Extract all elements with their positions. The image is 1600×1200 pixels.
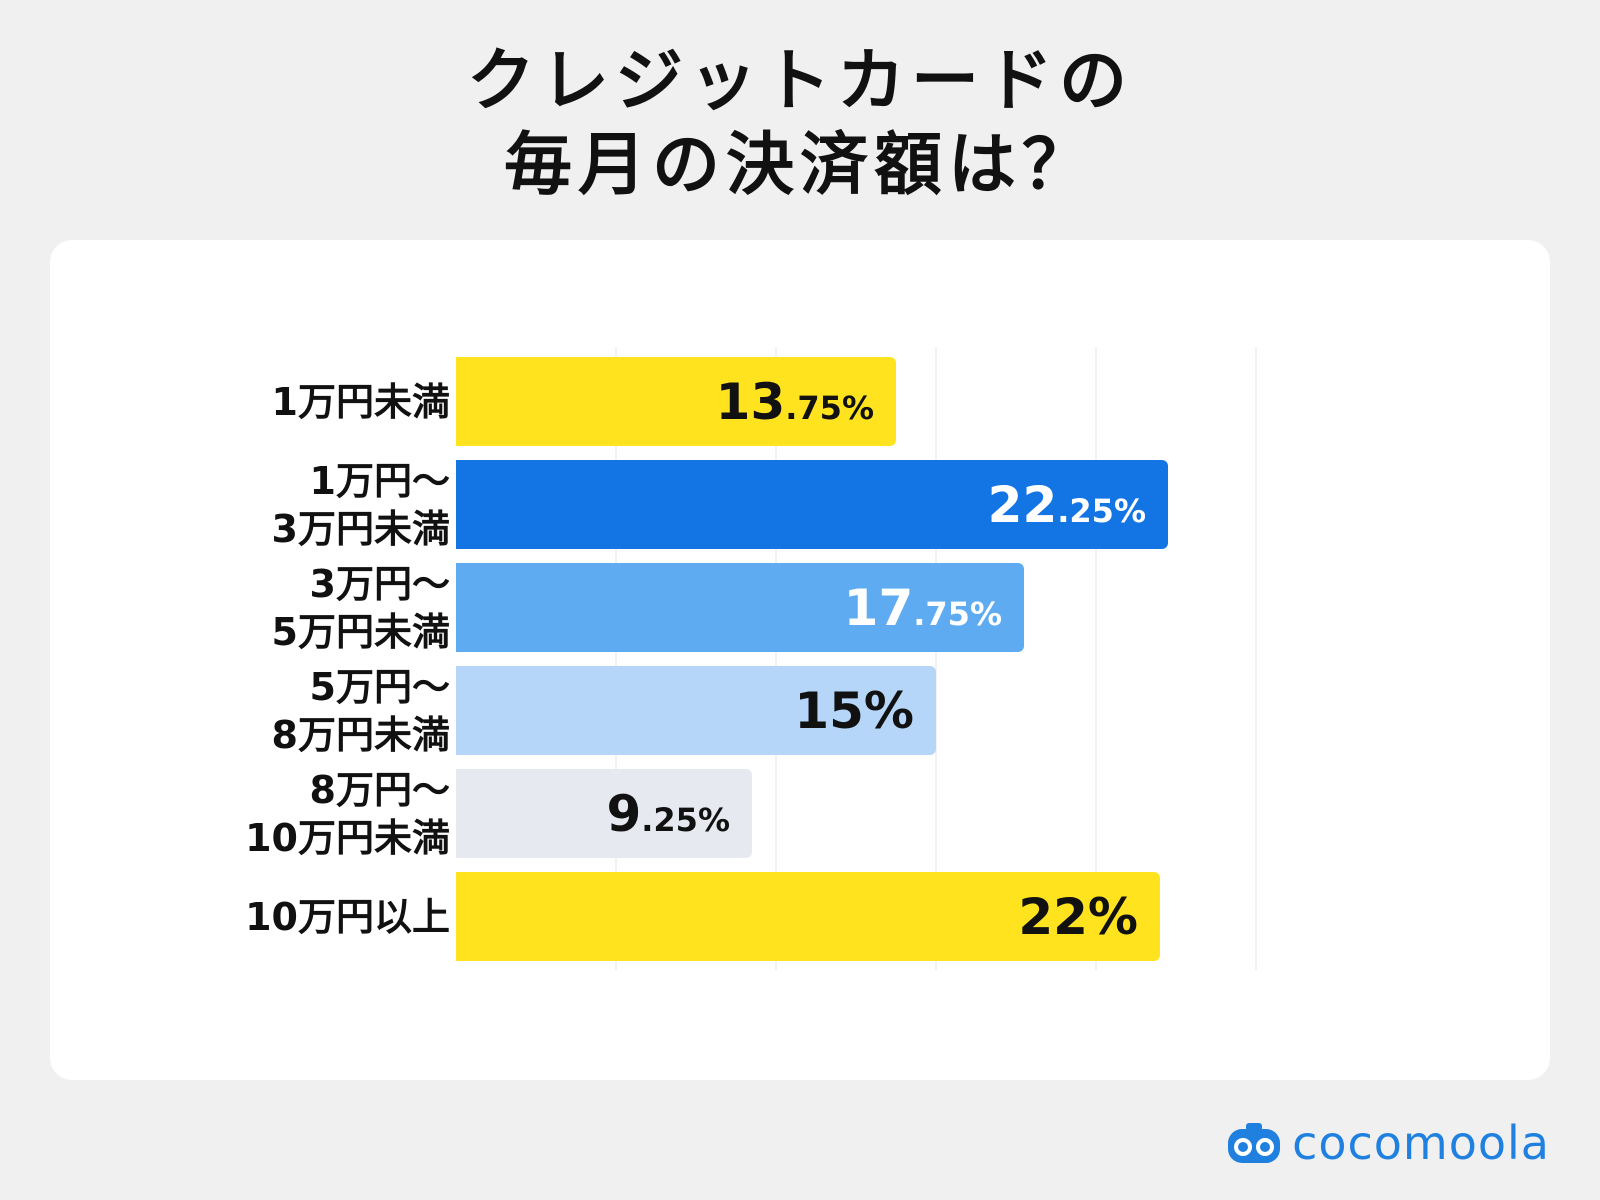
category-label-line: 5万円未満: [271, 609, 450, 654]
bar-value-integer: 22%: [1018, 888, 1138, 946]
cocomoola-logo-icon: [1228, 1123, 1281, 1163]
grid-line: [615, 347, 617, 970]
brand-logo: cocomoola: [1226, 1116, 1550, 1170]
bar: [456, 563, 1024, 652]
category-label-line: 8万円〜: [309, 767, 450, 812]
bar-value-decimal: .75%: [785, 389, 874, 427]
bar-value-decimal: .25%: [641, 801, 730, 839]
bar-value-label: 9.25%: [606, 789, 730, 839]
bar: [456, 872, 1160, 961]
category-label-line: 5万円〜: [309, 664, 450, 709]
category-label-line: 10万円未満: [245, 815, 450, 860]
bar-value-integer: 22: [987, 476, 1058, 534]
category-label-line: 3万円〜: [309, 561, 450, 606]
grid-line: [775, 347, 777, 970]
category-label-line: 1万円未満: [271, 379, 450, 424]
chart-card: 13.75% 1万円未満 22.25% 1万円〜 3万円未満 17.75% 3万円〜 5万円未…: [50, 240, 1550, 1080]
category-label: 1万円〜 3万円未満: [70, 457, 450, 553]
bar-value-integer: 9: [606, 785, 642, 843]
logo-text: cocomoola: [1292, 1116, 1550, 1170]
grid-line: [935, 347, 937, 970]
bar: [456, 357, 896, 446]
category-label: 8万円〜 10万円未満: [70, 766, 450, 862]
bar-value-integer: 15%: [794, 682, 914, 740]
bar-value-label: 22.25%: [988, 480, 1146, 530]
chart-title-line2: 毎月の決済額は？: [503, 126, 1096, 205]
category-label: 10万円以上: [70, 893, 450, 941]
bar-value-label: 15%: [794, 686, 914, 736]
bar: [456, 769, 752, 858]
category-label-line: 1万円〜: [309, 458, 450, 503]
category-label: 5万円〜 8万円未満: [70, 663, 450, 759]
grid-line: [1255, 347, 1257, 970]
category-label-line: 3万円未満: [271, 506, 450, 551]
category-label: 1万円未満: [70, 378, 450, 426]
bar: [456, 460, 1168, 549]
bar-value-label: 22%: [1018, 892, 1138, 942]
bar-value-integer: 17: [843, 579, 914, 637]
bar-value-decimal: .25%: [1057, 492, 1146, 530]
bar: [456, 666, 936, 755]
grid-line: [1095, 347, 1097, 970]
category-label-line: 10万円以上: [245, 894, 450, 939]
bar-value-integer: 13: [715, 373, 786, 431]
bar-value-label: 13.75%: [716, 377, 874, 427]
bar-value-label: 17.75%: [844, 583, 1002, 633]
category-label-line: 8万円未満: [271, 712, 450, 757]
category-label: 3万円〜 5万円未満: [70, 560, 450, 656]
chart-title-line1: クレジットカードの: [466, 42, 1133, 121]
chart-title: クレジットカードの 毎月の決済額は？: [0, 40, 1600, 208]
bar-value-decimal: .75%: [913, 595, 1002, 633]
